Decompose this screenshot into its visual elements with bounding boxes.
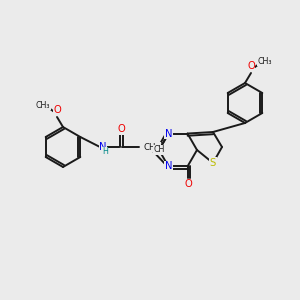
Text: CH₂: CH₂ bbox=[144, 142, 160, 152]
Text: N: N bbox=[165, 161, 172, 172]
Text: CH₃: CH₃ bbox=[36, 100, 50, 109]
Text: S: S bbox=[210, 158, 216, 168]
Text: O: O bbox=[53, 105, 61, 115]
Text: N: N bbox=[99, 142, 107, 152]
Text: H: H bbox=[102, 148, 108, 157]
Text: O: O bbox=[117, 124, 125, 134]
Text: O: O bbox=[184, 179, 192, 190]
Text: CH₃: CH₃ bbox=[258, 56, 272, 65]
Text: CH: CH bbox=[153, 146, 165, 154]
Text: N: N bbox=[165, 128, 172, 139]
Text: O: O bbox=[247, 61, 255, 71]
